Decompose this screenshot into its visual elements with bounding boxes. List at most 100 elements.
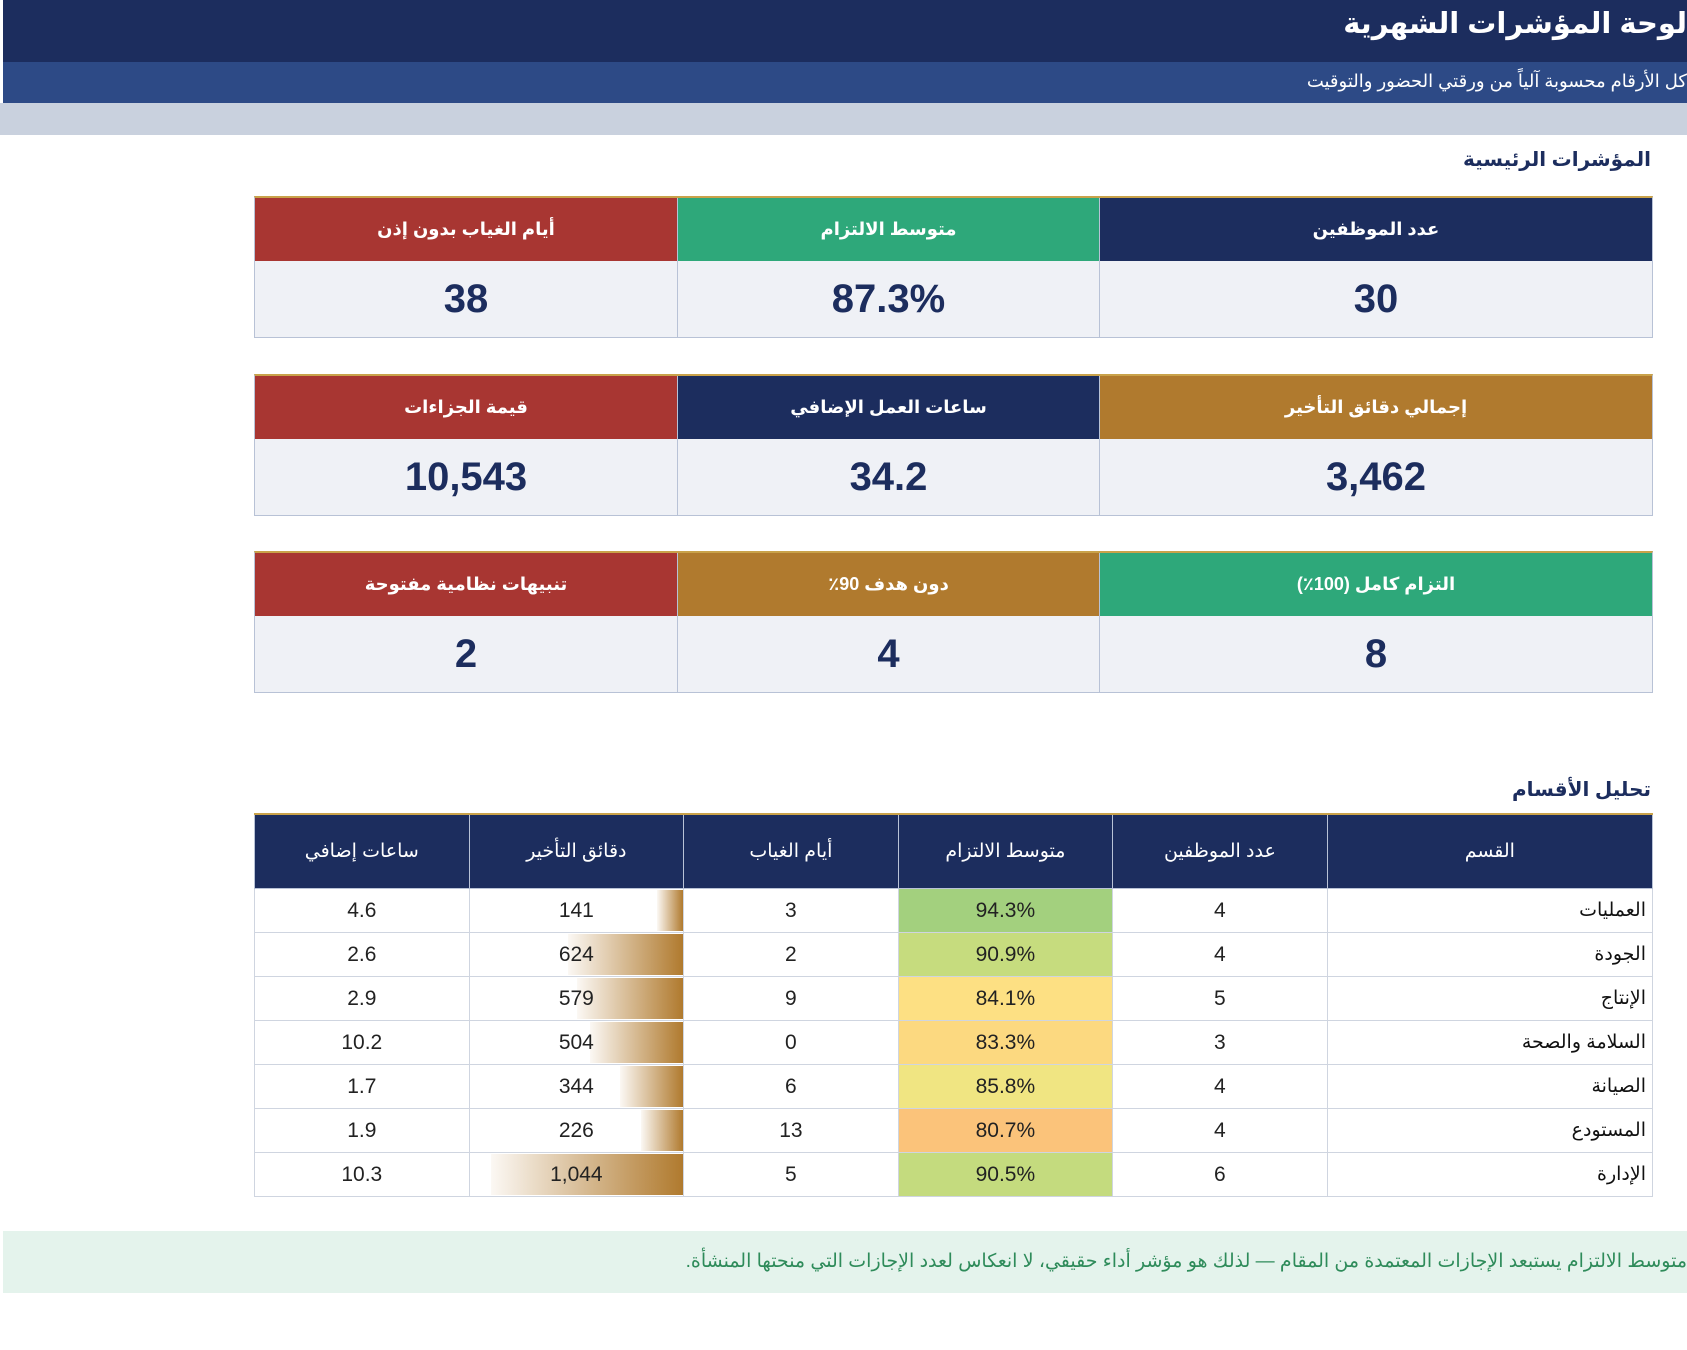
table-row: الصيانة 4 85.8% 6 344 1.7 bbox=[254, 1064, 1654, 1109]
cell-overtime: 2.6 bbox=[254, 932, 470, 977]
kpi-row-2: إجمالي دقائق التأخير 3,462 ساعات العمل ا… bbox=[254, 374, 1653, 516]
cell-employees: 4 bbox=[1112, 1064, 1328, 1109]
kpi-label: إجمالي دقائق التأخير bbox=[1100, 376, 1652, 439]
kpi-card-below-target: دون هدف 90٪ 4 bbox=[677, 553, 1099, 692]
cell-overtime: 1.9 bbox=[254, 1108, 470, 1153]
cell-absence: 5 bbox=[683, 1152, 899, 1197]
footer-note: متوسط الالتزام يستبعد الإجازات المعتمدة … bbox=[3, 1231, 1687, 1293]
cell-compliance: 83.3% bbox=[897, 1020, 1114, 1065]
cell-overtime: 1.7 bbox=[254, 1064, 470, 1109]
cell-absence: 0 bbox=[683, 1020, 899, 1065]
kpi-label: تنبيهات نظامية مفتوحة bbox=[255, 553, 677, 616]
late-minutes-value: 579 bbox=[558, 986, 594, 1010]
cell-overtime: 10.3 bbox=[254, 1152, 470, 1197]
kpi-value: 34.2 bbox=[678, 439, 1099, 515]
cell-department: الجودة bbox=[1326, 932, 1654, 977]
cell-overtime: 4.6 bbox=[254, 888, 470, 933]
cell-department: الصيانة bbox=[1326, 1064, 1654, 1109]
table-row: السلامة والصحة 3 83.3% 0 504 10.2 bbox=[254, 1020, 1654, 1065]
cell-employees: 3 bbox=[1112, 1020, 1328, 1065]
dept-table: القسم عدد الموظفين متوسط الالتزام أيام ا… bbox=[254, 813, 1654, 1197]
late-minutes-bar bbox=[657, 890, 684, 931]
column-header-overtime[interactable]: ساعات إضافي bbox=[254, 813, 470, 889]
cell-late-minutes: 579 bbox=[468, 976, 685, 1021]
cell-employees: 4 bbox=[1112, 888, 1328, 933]
cell-compliance: 80.7% bbox=[897, 1108, 1114, 1153]
kpi-label: قيمة الجزاءات bbox=[255, 376, 677, 439]
cell-employees: 6 bbox=[1112, 1152, 1328, 1197]
late-minutes-bar bbox=[619, 1066, 684, 1107]
cell-late-minutes: 1,044 bbox=[468, 1152, 685, 1197]
column-header-late-minutes[interactable]: دقائق التأخير bbox=[468, 813, 685, 889]
dashboard-header: لوحة المؤشرات الشهرية bbox=[3, 0, 1687, 62]
late-minutes-bar bbox=[490, 1154, 684, 1195]
kpi-label: ساعات العمل الإضافي bbox=[678, 376, 1099, 439]
column-header-employees[interactable]: عدد الموظفين bbox=[1112, 813, 1328, 889]
kpi-card-late-minutes: إجمالي دقائق التأخير 3,462 bbox=[1099, 376, 1652, 515]
page-title: لوحة المؤشرات الشهرية bbox=[1343, 8, 1687, 40]
column-header-department[interactable]: القسم bbox=[1326, 813, 1654, 889]
cell-department: المستودع bbox=[1326, 1108, 1654, 1153]
kpi-label: التزام كامل (100٪) bbox=[1100, 553, 1652, 616]
kpi-card-penalties: قيمة الجزاءات 10,543 bbox=[255, 376, 677, 515]
kpi-card-unexcused-absence: أيام الغياب بدون إذن 38 bbox=[255, 198, 677, 337]
cell-overtime: 2.9 bbox=[254, 976, 470, 1021]
dept-section-title: تحليل الأقسام bbox=[1511, 779, 1651, 801]
cell-compliance: 84.1% bbox=[897, 976, 1114, 1021]
late-minutes-value: 1,044 bbox=[550, 1162, 603, 1186]
kpi-row-1: عدد الموظفين 30 متوسط الالتزام 87.3% أيا… bbox=[254, 196, 1653, 338]
cell-department: الإنتاج bbox=[1326, 976, 1654, 1021]
cell-employees: 5 bbox=[1112, 976, 1328, 1021]
kpi-card-employees: عدد الموظفين 30 bbox=[1099, 198, 1652, 337]
cell-compliance: 85.8% bbox=[897, 1064, 1114, 1109]
cell-compliance: 94.3% bbox=[897, 888, 1114, 933]
cell-absence: 13 bbox=[683, 1108, 899, 1153]
cell-late-minutes: 344 bbox=[468, 1064, 685, 1109]
table-row: العمليات 4 94.3% 3 141 4.6 bbox=[254, 888, 1654, 933]
kpi-card-full-compliance: التزام كامل (100٪) 8 bbox=[1099, 553, 1652, 692]
cell-compliance: 90.5% bbox=[897, 1152, 1114, 1197]
table-row: الإنتاج 5 84.1% 9 579 2.9 bbox=[254, 976, 1654, 1021]
table-row: المستودع 4 80.7% 13 226 1.9 bbox=[254, 1108, 1654, 1153]
table-header-row: القسم عدد الموظفين متوسط الالتزام أيام ا… bbox=[254, 813, 1654, 889]
subtitle-bar: كل الأرقام محسوبة آلياً من ورقتي الحضور … bbox=[3, 62, 1687, 103]
cell-late-minutes: 226 bbox=[468, 1108, 685, 1153]
cell-employees: 4 bbox=[1112, 932, 1328, 977]
cell-absence: 2 bbox=[683, 932, 899, 977]
kpi-card-open-alerts: تنبيهات نظامية مفتوحة 2 bbox=[255, 553, 677, 692]
cell-late-minutes: 141 bbox=[468, 888, 685, 933]
cell-employees: 4 bbox=[1112, 1108, 1328, 1153]
cell-late-minutes: 624 bbox=[468, 932, 685, 977]
late-minutes-value: 344 bbox=[558, 1074, 594, 1098]
late-minutes-value: 624 bbox=[558, 942, 594, 966]
kpi-value: 38 bbox=[255, 261, 677, 337]
page-subtitle: كل الأرقام محسوبة آلياً من ورقتي الحضور … bbox=[1306, 71, 1687, 91]
kpi-value: 10,543 bbox=[255, 439, 677, 515]
kpi-value: 8 bbox=[1100, 616, 1652, 692]
late-minutes-value: 504 bbox=[558, 1030, 594, 1054]
column-header-absence[interactable]: أيام الغياب bbox=[683, 813, 899, 889]
late-minutes-value: 226 bbox=[558, 1118, 594, 1142]
late-minutes-bar bbox=[576, 978, 684, 1019]
divider-band bbox=[0, 103, 1687, 135]
kpi-row-3: التزام كامل (100٪) 8 دون هدف 90٪ 4 تنبيه… bbox=[254, 551, 1653, 693]
kpi-label: متوسط الالتزام bbox=[678, 198, 1099, 261]
late-minutes-bar bbox=[641, 1110, 684, 1151]
cell-department: الإدارة bbox=[1326, 1152, 1654, 1197]
cell-late-minutes: 504 bbox=[468, 1020, 685, 1065]
footer-note-text: متوسط الالتزام يستبعد الإجازات المعتمدة … bbox=[685, 1251, 1687, 1272]
kpi-value: 87.3% bbox=[678, 261, 1099, 337]
kpi-card-avg-compliance: متوسط الالتزام 87.3% bbox=[677, 198, 1099, 337]
kpi-value: 4 bbox=[678, 616, 1099, 692]
kpi-value: 30 bbox=[1100, 261, 1652, 337]
kpi-value: 3,462 bbox=[1100, 439, 1652, 515]
table-row: الإدارة 6 90.5% 5 1,044 10.3 bbox=[254, 1152, 1654, 1197]
cell-overtime: 10.2 bbox=[254, 1020, 470, 1065]
column-header-compliance[interactable]: متوسط الالتزام bbox=[897, 813, 1114, 889]
late-minutes-bar bbox=[568, 934, 684, 975]
late-minutes-value: 141 bbox=[558, 898, 594, 922]
table-row: الجودة 4 90.9% 2 624 2.6 bbox=[254, 932, 1654, 977]
cell-absence: 3 bbox=[683, 888, 899, 933]
kpi-section-title: المؤشرات الرئيسية bbox=[1462, 149, 1651, 171]
cell-absence: 6 bbox=[683, 1064, 899, 1109]
